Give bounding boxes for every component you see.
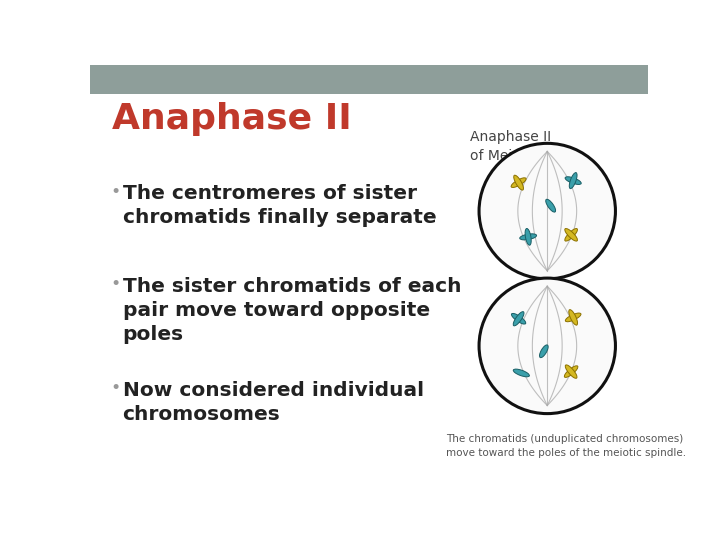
Ellipse shape bbox=[569, 309, 577, 325]
Ellipse shape bbox=[565, 313, 581, 322]
Ellipse shape bbox=[513, 312, 524, 326]
Ellipse shape bbox=[546, 199, 556, 212]
Text: •: • bbox=[110, 275, 120, 293]
Ellipse shape bbox=[564, 228, 577, 241]
Ellipse shape bbox=[520, 234, 536, 240]
Ellipse shape bbox=[565, 177, 581, 185]
Text: The chromatids (unduplicated chromosomes)
move toward the poles of the meiotic s: The chromatids (unduplicated chromosomes… bbox=[446, 434, 687, 457]
Text: The sister chromatids of each
pair move toward opposite
poles: The sister chromatids of each pair move … bbox=[122, 276, 461, 344]
Ellipse shape bbox=[539, 345, 548, 357]
Text: •: • bbox=[110, 183, 120, 201]
Ellipse shape bbox=[564, 366, 578, 377]
Text: •: • bbox=[110, 379, 120, 397]
Text: Now considered individual
chromosomes: Now considered individual chromosomes bbox=[122, 381, 423, 424]
Ellipse shape bbox=[479, 278, 616, 414]
Ellipse shape bbox=[564, 228, 577, 241]
Text: The centromeres of sister
chromatids finally separate: The centromeres of sister chromatids fin… bbox=[122, 184, 436, 227]
Ellipse shape bbox=[514, 175, 523, 190]
Text: Anaphase II
of Meiosis II: Anaphase II of Meiosis II bbox=[469, 130, 551, 163]
Ellipse shape bbox=[565, 365, 577, 379]
Ellipse shape bbox=[525, 228, 531, 245]
Ellipse shape bbox=[511, 178, 526, 187]
Ellipse shape bbox=[570, 173, 577, 188]
Bar bbox=[90, 65, 648, 94]
Ellipse shape bbox=[479, 143, 616, 279]
Text: Anaphase II: Anaphase II bbox=[112, 102, 351, 136]
Ellipse shape bbox=[513, 369, 529, 377]
Ellipse shape bbox=[511, 313, 526, 324]
